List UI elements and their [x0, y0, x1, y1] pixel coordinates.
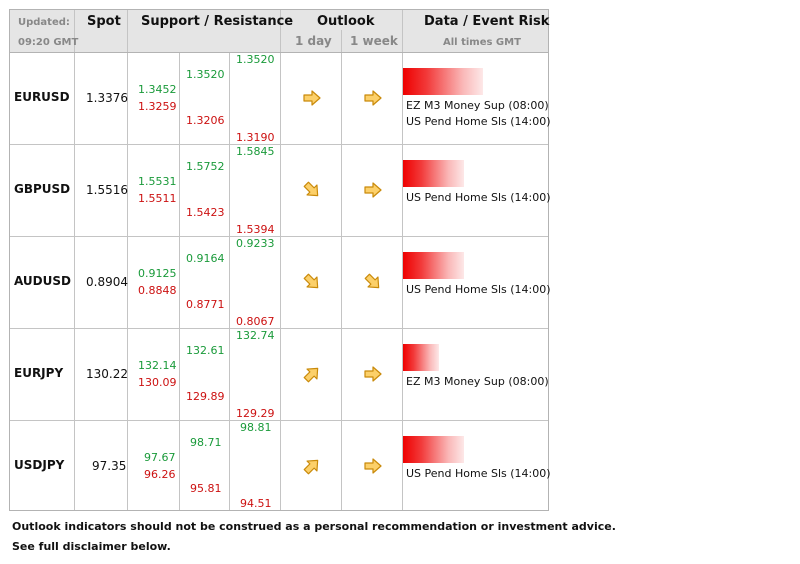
updated-time: 09:20 GMT — [18, 37, 79, 48]
support-resistance-header: Support / Resistance — [141, 14, 294, 29]
support-resistance-3-low: 0.8067 — [236, 315, 275, 328]
down-right-arrow-icon — [303, 273, 319, 289]
spot-price: 0.8904 — [86, 275, 128, 289]
pair-name: USDJPY — [14, 458, 65, 472]
disclaimer-line-2: See full disclaimer below. — [12, 540, 171, 553]
right-arrow-icon — [364, 458, 382, 474]
pair-name: EURJPY — [14, 366, 64, 380]
support-resistance-1-low: 1.3259 — [138, 100, 177, 113]
header-cell-support-resistance — [128, 10, 280, 52]
support-resistance-3-high: 98.81 — [240, 421, 272, 434]
support-resistance-1-high: 132.14 — [138, 359, 177, 372]
support-resistance-1-low: 130.09 — [138, 376, 177, 389]
support-resistance-1-high: 0.9125 — [138, 267, 177, 280]
spot-price: 130.22 — [86, 367, 128, 381]
support-resistance-3-high: 0.9233 — [236, 237, 275, 250]
event-item: US Pend Home Sls (14:00) — [406, 191, 551, 204]
header-cell-spot — [75, 10, 127, 52]
all-times-gmt-label: All times GMT — [443, 37, 521, 48]
event-risk-bar — [403, 160, 464, 187]
support-resistance-3-low: 129.29 — [236, 407, 275, 420]
header-cell-updated — [10, 10, 74, 52]
support-resistance-1-high: 1.5531 — [138, 175, 177, 188]
event-risk-bar — [403, 252, 464, 279]
support-resistance-2-low: 1.3206 — [186, 114, 225, 127]
event-risk-bar — [403, 68, 483, 95]
up-right-arrow-icon — [303, 367, 319, 383]
support-resistance-3-low: 1.3190 — [236, 131, 275, 144]
pair-name: EURUSD — [14, 90, 70, 104]
forex-outlook-table: Updated: 09:20 GMT Spot Support / Resist… — [9, 9, 551, 511]
support-resistance-2-low: 1.5423 — [186, 206, 225, 219]
down-right-arrow-icon — [303, 181, 319, 197]
updated-label: Updated: — [18, 17, 70, 28]
right-arrow-icon — [364, 182, 382, 198]
spot-price: 1.3376 — [86, 91, 128, 105]
up-right-arrow-icon — [303, 459, 319, 475]
event-risk-bar — [403, 436, 464, 463]
event-item: US Pend Home Sls (14:00) — [406, 115, 551, 128]
support-resistance-2-low: 95.81 — [190, 482, 222, 495]
event-item: EZ M3 Money Sup (08:00) — [406, 375, 549, 388]
right-arrow-icon — [303, 90, 321, 106]
event-item: US Pend Home Sls (14:00) — [406, 467, 551, 480]
spot-header: Spot — [87, 14, 121, 29]
event-risk-bar — [403, 344, 439, 371]
support-resistance-3-low: 94.51 — [240, 497, 272, 510]
outlook-header: Outlook — [317, 14, 375, 29]
outlook-1week-header: 1 week — [350, 34, 398, 48]
support-resistance-2-high: 0.9164 — [186, 252, 225, 265]
outlook-1day-header: 1 day — [295, 34, 332, 48]
support-resistance-3-high: 1.5845 — [236, 145, 275, 158]
disclaimer-line-1: Outlook indicators should not be constru… — [12, 520, 616, 533]
data-event-risk-header: Data / Event Risk — [424, 14, 550, 29]
support-resistance-3-high: 1.3520 — [236, 53, 275, 66]
support-resistance-2-high: 1.3520 — [186, 68, 225, 81]
event-item: US Pend Home Sls (14:00) — [406, 283, 551, 296]
support-resistance-1-low: 1.5511 — [138, 192, 177, 205]
support-resistance-2-high: 132.61 — [186, 344, 225, 357]
support-resistance-2-high: 1.5752 — [186, 160, 225, 173]
support-resistance-1-high: 1.3452 — [138, 83, 177, 96]
support-resistance-1-high: 97.67 — [144, 451, 176, 464]
support-resistance-2-low: 129.89 — [186, 390, 225, 403]
down-right-arrow-icon — [364, 273, 380, 289]
right-arrow-icon — [364, 366, 382, 382]
support-resistance-2-low: 0.8771 — [186, 298, 225, 311]
support-resistance-1-low: 96.26 — [144, 468, 176, 481]
support-resistance-1-low: 0.8848 — [138, 284, 177, 297]
spot-price: 1.5516 — [86, 183, 128, 197]
event-item: EZ M3 Money Sup (08:00) — [406, 99, 549, 112]
support-resistance-2-high: 98.71 — [190, 436, 222, 449]
header-cell-data-event-risk — [403, 10, 548, 52]
spot-price: 97.35 — [92, 459, 127, 473]
pair-name: AUDUSD — [14, 274, 71, 288]
support-resistance-3-high: 132.74 — [236, 329, 275, 342]
right-arrow-icon — [364, 90, 382, 106]
pair-name: GBPUSD — [14, 182, 71, 196]
support-resistance-3-low: 1.5394 — [236, 223, 275, 236]
